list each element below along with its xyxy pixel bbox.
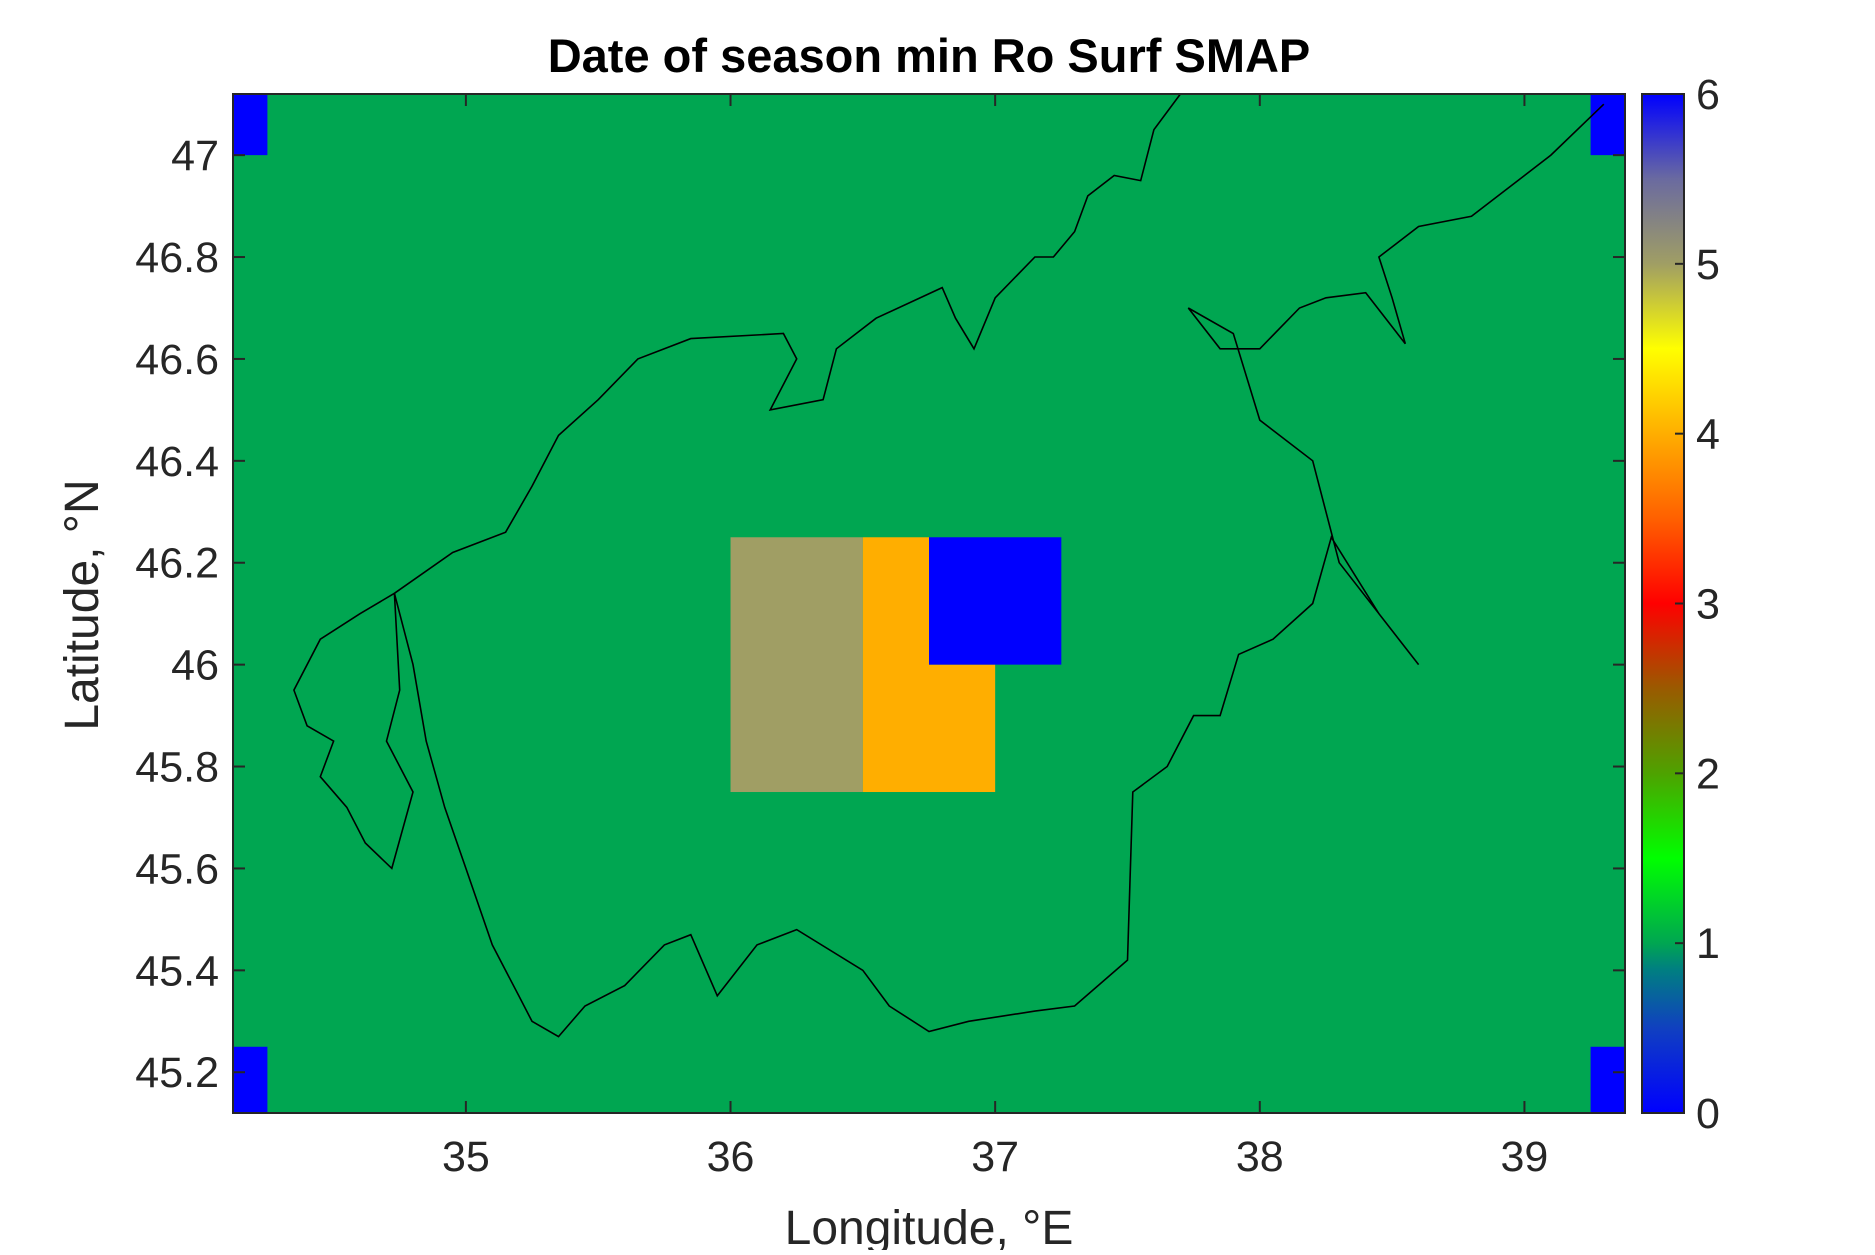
y-tick-label: 45.6 — [135, 845, 219, 893]
y-tick-label: 46.2 — [135, 540, 219, 588]
x-tick-label: 38 — [1236, 1133, 1284, 1181]
plot-frame — [232, 93, 1626, 1114]
x-tick-label: 36 — [707, 1133, 755, 1181]
x-axis-label: Longitude, °E — [785, 1202, 1074, 1250]
colorbar-tick-label: 4 — [1696, 411, 1720, 459]
y-tick-label: 45.2 — [135, 1049, 219, 1097]
heatmap-cells — [233, 94, 1625, 1113]
colorbar-tick-label: 0 — [1696, 1090, 1720, 1138]
heatmap-cell-4 — [233, 94, 268, 156]
heatmap-cell-0 — [730, 537, 863, 793]
y-axis: 45.2 45.4 45.6 45.8 46 46.2 46.4 46.6 46.8 47 — [135, 132, 1625, 1097]
colorbar: 0 1 2 3 4 5 6 — [1641, 71, 1720, 1138]
y-tick-label: 46.8 — [135, 234, 219, 282]
chart-title: Date of season min Ro Surf SMAP — [548, 29, 1311, 82]
heatmap-cell-3 — [929, 537, 1062, 665]
coastline — [293, 94, 1605, 1038]
y-tick-label: 45.4 — [135, 947, 219, 995]
y-tick-label: 46.4 — [135, 438, 219, 486]
y-tick-label: 46.6 — [135, 336, 219, 384]
colorbar-tick-label: 1 — [1696, 920, 1720, 968]
y-tick-label: 47 — [171, 132, 219, 180]
colorbar-tick-label: 6 — [1696, 71, 1720, 119]
plot-area — [232, 93, 1626, 1114]
x-tick-label: 39 — [1501, 1133, 1549, 1181]
colorbar-tick-label: 5 — [1696, 241, 1720, 289]
coastline-path-2 — [293, 592, 414, 870]
coastline-path-1 — [393, 94, 1182, 594]
heatmap-cell-2 — [929, 664, 996, 793]
x-tick-label: 35 — [442, 1133, 490, 1181]
y-tick-label: 45.8 — [135, 744, 219, 792]
heatmap-cell-6 — [233, 1046, 268, 1113]
x-tick-label: 37 — [971, 1133, 1019, 1181]
y-axis-label: Latitude, °N — [56, 479, 109, 730]
colorbar-tick-label: 2 — [1696, 750, 1720, 798]
heatmap-cell-5 — [1590, 94, 1625, 156]
heatmap-cell-1 — [862, 537, 929, 793]
x-axis: 35 36 37 38 39 — [442, 94, 1548, 1181]
heatmap-cell-7 — [1590, 1046, 1625, 1113]
coastline-path-0 — [393, 103, 1605, 1038]
y-tick-label: 46 — [171, 642, 219, 690]
colorbar-tick-label: 3 — [1696, 581, 1720, 629]
